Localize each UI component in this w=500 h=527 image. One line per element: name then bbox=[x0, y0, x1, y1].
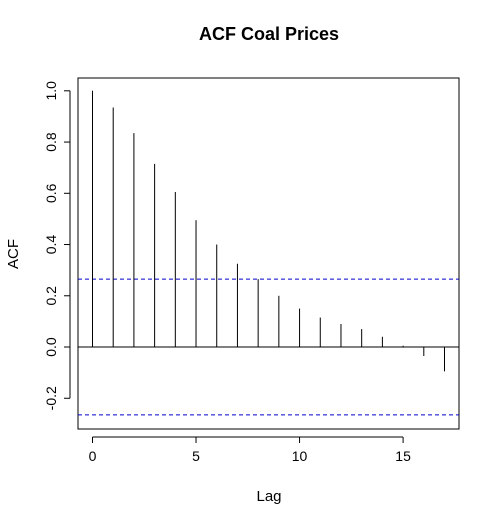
y-tick-label: 0.4 bbox=[43, 235, 59, 255]
x-tick-label: 10 bbox=[292, 448, 308, 464]
plot-frame bbox=[78, 78, 459, 429]
y-axis-label: ACF bbox=[5, 239, 22, 269]
x-tick-label: 5 bbox=[192, 448, 200, 464]
x-tick-label: 0 bbox=[89, 448, 97, 464]
x-tick-label: 15 bbox=[395, 448, 411, 464]
y-tick-label: 1.0 bbox=[43, 81, 59, 101]
plot-marks: 0 5 10 15 -0.2 0.0 0.2 0.4 0.6 0.8 1.0 bbox=[43, 81, 459, 464]
y-tick-label: 0.6 bbox=[43, 183, 59, 203]
y-tick-label: 0.8 bbox=[43, 132, 59, 152]
y-tick-label: -0.2 bbox=[43, 386, 59, 410]
y-tick-label: 0.2 bbox=[43, 286, 59, 306]
y-tick-label: 0.0 bbox=[43, 337, 59, 357]
chart-title: ACF Coal Prices bbox=[199, 24, 339, 44]
x-axis-label: Lag bbox=[256, 488, 281, 505]
